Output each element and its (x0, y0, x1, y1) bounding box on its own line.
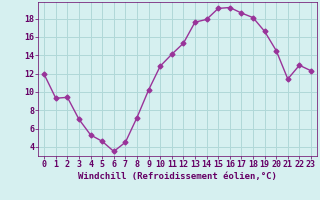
X-axis label: Windchill (Refroidissement éolien,°C): Windchill (Refroidissement éolien,°C) (78, 172, 277, 181)
